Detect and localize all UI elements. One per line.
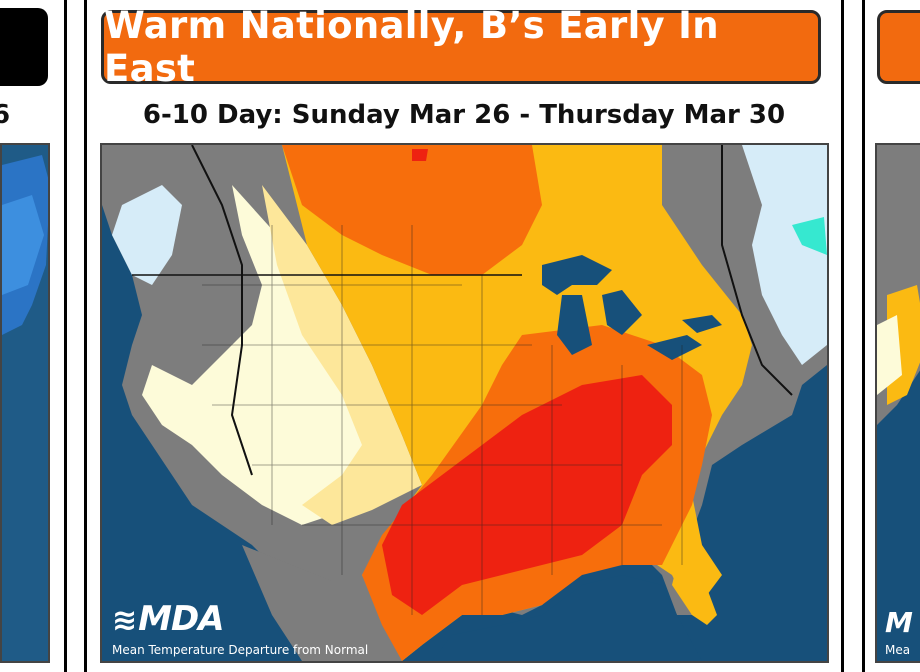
right-forecast-map: M Mea — [875, 143, 920, 663]
left-date-fragment: 6 — [0, 100, 10, 130]
headline-banner: Warm Nationally, B’s Early In East — [101, 4, 821, 90]
left-panel: 6 — [0, 0, 67, 672]
date-range-label: 6-10 Day: Sunday Mar 26 - Thursday Mar 3… — [142, 100, 786, 130]
map-caption: Mean Temperature Departure from Normal — [112, 643, 369, 657]
headline-text: Warm Nationally, B’s Early In East — [104, 4, 719, 90]
right-logo-fragment: M — [885, 606, 913, 639]
center-panel: Warm Nationally, B’s Early In East 6-10 … — [84, 0, 844, 672]
mda-swoosh-icon: ≋ — [112, 603, 137, 638]
mda-logo: ≋MDA — [112, 599, 225, 639]
left-headline-banner — [0, 8, 48, 86]
right-panel: M Mea — [862, 0, 920, 672]
temperature-departure-map: ≋MDA Mean Temperature Departure from Nor… — [100, 143, 829, 663]
right-headline-banner — [877, 10, 920, 84]
right-caption-fragment: Mea — [885, 643, 911, 657]
left-forecast-map — [0, 143, 50, 663]
map-graphic — [102, 145, 827, 661]
mda-logo-text: MDA — [138, 599, 224, 639]
